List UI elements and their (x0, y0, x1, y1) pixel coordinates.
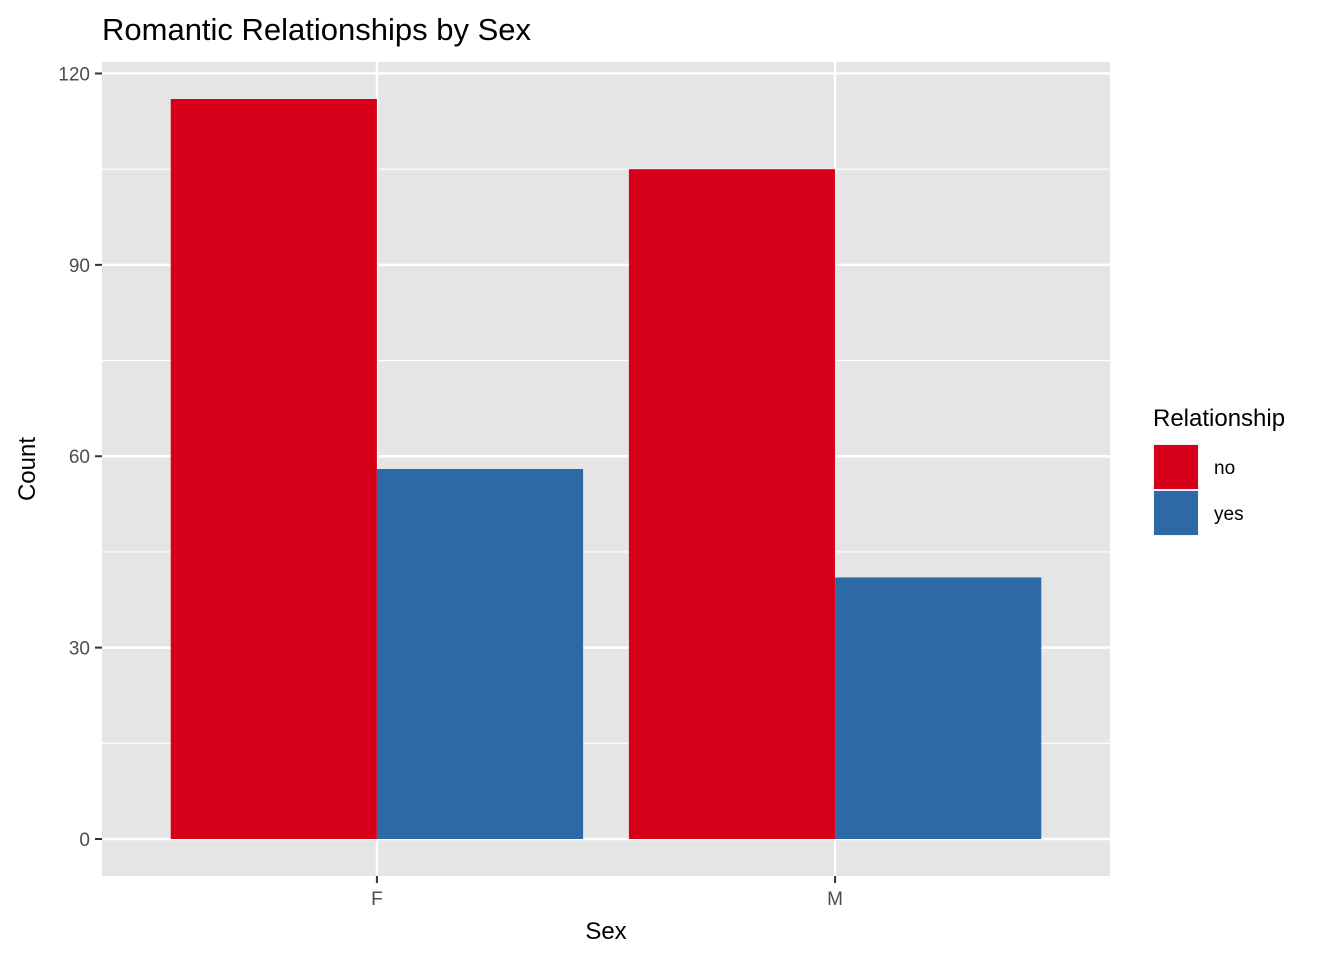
x-axis-title: Sex (585, 918, 626, 945)
legend-title: Relationship (1153, 405, 1285, 432)
y-axis: 0 30 60 90 120 (58, 64, 102, 851)
x-tick-label: M (827, 889, 843, 910)
legend-label-no: no (1214, 458, 1235, 479)
bar-F-no (170, 99, 377, 839)
y-tick-label: 0 (79, 830, 90, 851)
legend-key-no (1154, 445, 1198, 489)
y-tick-label: 60 (69, 447, 90, 468)
y-axis-title: Count (14, 437, 41, 501)
y-tick-label: 120 (58, 64, 90, 85)
legend: Relationship no yes (1153, 405, 1285, 536)
bar-F-yes (376, 469, 584, 839)
bar-M-yes (835, 577, 1042, 839)
bars (170, 99, 1042, 839)
y-tick-label: 90 (69, 256, 90, 277)
legend-label-yes: yes (1214, 504, 1244, 525)
bar-M-no (628, 169, 836, 839)
legend-key-yes (1154, 491, 1198, 535)
x-tick-label: F (371, 889, 383, 910)
chart-title: Romantic Relationships by Sex (102, 12, 532, 47)
y-tick-label: 30 (69, 639, 90, 660)
